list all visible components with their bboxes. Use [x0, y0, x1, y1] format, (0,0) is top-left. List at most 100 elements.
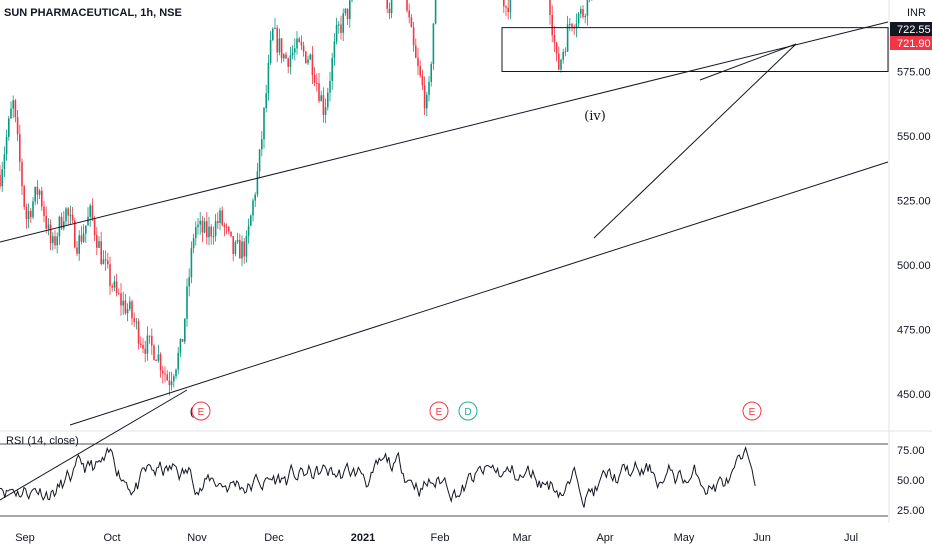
candle-body: [577, 13, 580, 24]
candle-body: [34, 186, 36, 202]
x-tick-label: Jul: [844, 532, 858, 544]
candle-body: [56, 236, 58, 246]
candle-body: [164, 373, 166, 375]
candle-body: [199, 220, 201, 225]
candle-body: [162, 370, 164, 374]
x-tick-label: Sep: [15, 532, 35, 544]
candle-body: [113, 281, 116, 288]
candle-body: [219, 210, 221, 224]
candle-body: [102, 259, 105, 265]
x-tick-label: May: [674, 532, 695, 544]
channel-lower: [69, 161, 889, 426]
event-letter: E: [749, 407, 756, 418]
candle-body: [584, 15, 586, 17]
candle-body: [60, 216, 63, 229]
candle-body: [335, 24, 338, 42]
candle-body: [263, 108, 265, 140]
candle-body: [129, 301, 131, 310]
candle-body: [45, 215, 47, 229]
time-axis[interactable]: Sep Oct Nov Dec 2021 Feb Mar Apr May Jun Jul: [15, 532, 858, 544]
candle-body: [239, 240, 241, 259]
candle-body: [214, 221, 217, 237]
candle-body: [254, 194, 256, 201]
candle-body: [82, 233, 85, 242]
candle-body: [38, 190, 41, 195]
candle-body: [228, 227, 230, 232]
x-tick-label: Apr: [596, 532, 613, 544]
candle-body: [342, 13, 344, 33]
event-circle: [742, 401, 762, 421]
candle-body: [223, 224, 226, 227]
candle-body: [3, 154, 6, 170]
candle-body: [549, 0, 551, 16]
candle-body: [417, 57, 419, 67]
price-axis[interactable]: 450.00 475.00 500.00 525.00 550.00 575.00 722.…: [890, 0, 932, 401]
candle-body: [195, 227, 197, 239]
rsi-line: [0, 446, 756, 508]
candle-body: [43, 206, 45, 216]
candle-body: [291, 52, 294, 56]
candle-body: [201, 220, 204, 233]
candle-body: [142, 344, 144, 349]
candle-body: [177, 352, 179, 370]
candle-body: [69, 214, 72, 216]
candle-body: [23, 186, 25, 207]
x-tick-label: 2021: [351, 532, 375, 544]
candle-body: [67, 208, 69, 216]
candle-body: [586, 0, 589, 16]
candle-body: [144, 348, 146, 354]
candle-body: [159, 354, 162, 371]
candle-body: [208, 226, 210, 238]
candle-body: [186, 286, 188, 319]
candle-body: [327, 92, 329, 108]
x-tick-label: Jun: [753, 532, 771, 544]
candle-body: [10, 108, 12, 119]
candle-body: [148, 335, 151, 337]
event-marker: D: [458, 401, 478, 421]
wedge-upper: [699, 43, 797, 81]
candle-body: [126, 309, 129, 314]
candle-body: [267, 62, 270, 94]
chart-title: SUN PHARMACEUTICAL, 1h, NSE: [4, 7, 182, 19]
candle-body: [278, 38, 281, 53]
candle-body: [96, 235, 98, 248]
candles-layer: [0, 0, 593, 396]
event-circle: [429, 401, 449, 421]
candle-body: [63, 221, 65, 229]
y-tick-label: 550.00: [897, 131, 931, 143]
candle-body: [507, 7, 509, 13]
candle-body: [188, 277, 190, 287]
candle-body: [181, 338, 184, 342]
candle-body: [173, 376, 175, 382]
candle-body: [316, 82, 318, 84]
candle-body: [421, 75, 424, 86]
candle-body: [203, 221, 206, 233]
candle-body: [551, 15, 553, 36]
candle-body: [294, 48, 296, 53]
candle-body: [225, 226, 228, 228]
candle-body: [307, 59, 309, 64]
event-circle: [191, 401, 211, 421]
candle-body: [14, 100, 17, 118]
candle-body: [133, 318, 135, 322]
candle-body: [305, 51, 307, 64]
price-label-bg: [890, 22, 932, 36]
candle-body: [107, 260, 109, 265]
candle-body: [179, 338, 182, 353]
candle-body: [423, 85, 426, 109]
candle-body: [115, 281, 118, 293]
candle-body: [230, 231, 232, 237]
candle-body: [338, 24, 340, 26]
event-letter: E: [436, 407, 443, 418]
candle-body: [210, 226, 212, 237]
x-tick-label: Mar: [513, 532, 532, 544]
candle-body: [324, 107, 327, 115]
candle-body: [234, 242, 237, 255]
candle-body: [65, 208, 67, 222]
candle-body: [434, 0, 437, 24]
candle-body: [120, 293, 122, 306]
rsi-tick-label: 50.00: [897, 475, 925, 487]
candle-body: [346, 8, 349, 19]
